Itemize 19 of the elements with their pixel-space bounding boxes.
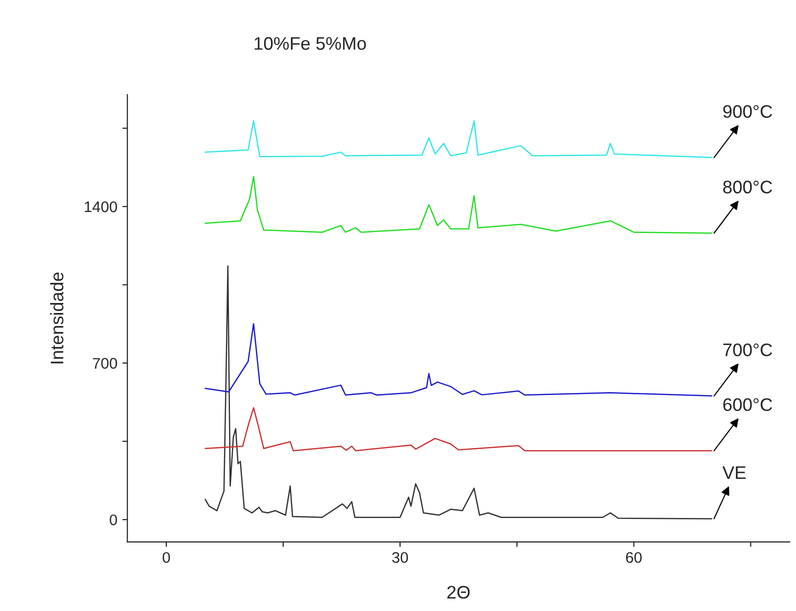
text: 600°C <box>723 398 772 412</box>
line-series <box>204 407 712 452</box>
x-axis-title: 2Θ <box>447 586 470 599</box>
text: VE <box>722 466 746 479</box>
y-tick-label: 1400 <box>84 201 118 212</box>
y-tick-label: 0 <box>110 514 118 526</box>
y-tick-label: 700 <box>92 358 118 369</box>
x-tick-label: 0 <box>162 552 170 563</box>
text: 700°C <box>723 343 772 356</box>
text: 800°C <box>723 180 772 194</box>
line-series <box>204 265 712 520</box>
line-series <box>204 120 712 158</box>
y-axis-title: Intensidade <box>50 272 64 364</box>
chart-title: 10%Fe 5%Mo <box>254 37 366 50</box>
line-series <box>204 323 712 397</box>
text: 900°C <box>723 105 772 118</box>
x-tick-label: 30 <box>392 552 408 563</box>
x-tick-label: 60 <box>626 552 642 563</box>
line-series <box>204 176 712 234</box>
